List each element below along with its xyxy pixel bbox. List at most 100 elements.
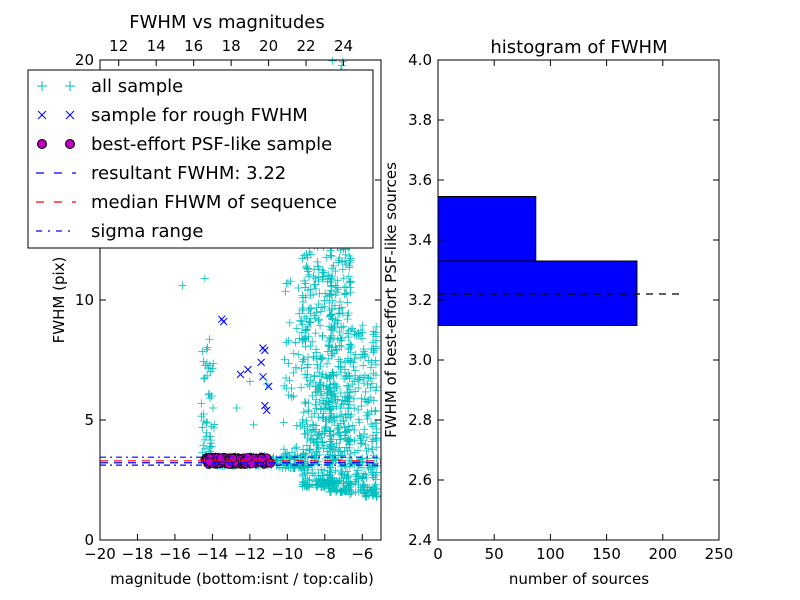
- scatter-point: [296, 463, 305, 472]
- scatter-point: [327, 311, 336, 320]
- scatter-point: [320, 296, 329, 305]
- scatter-point: [324, 270, 333, 279]
- scatter-point: [301, 283, 310, 292]
- legend-label: resultant FWHM: 3.22: [91, 163, 286, 184]
- scatter-point: [319, 482, 328, 491]
- scatter-point: [360, 481, 369, 490]
- scatter-point: [308, 337, 317, 346]
- y-tick-label: 2.4: [408, 531, 432, 549]
- scatter-point: [372, 454, 381, 463]
- scatter-point: [281, 287, 290, 296]
- scatter-point: [325, 467, 334, 476]
- scatter-point: [326, 437, 335, 446]
- scatter-point: [317, 372, 326, 381]
- scatter-point: [342, 443, 351, 452]
- scatter-point: [296, 316, 305, 325]
- legend-label: all sample: [91, 76, 183, 97]
- legend-label: sample for rough FWHM: [91, 105, 308, 126]
- scatter-point: [301, 326, 310, 335]
- scatter-point: [306, 291, 315, 300]
- scatter-point: [342, 289, 351, 298]
- scatter-point: [328, 264, 337, 273]
- scatter-point: [325, 382, 334, 391]
- scatter-point: [347, 325, 356, 334]
- scatter-point: [333, 319, 342, 328]
- scatter-point: [199, 410, 208, 419]
- scatter-point: [340, 423, 349, 432]
- scatter-point: [285, 318, 294, 327]
- scatter-point: [308, 435, 317, 444]
- scatter-point: [310, 471, 319, 480]
- scatter-point: [330, 349, 339, 358]
- scatter-point: [344, 410, 353, 419]
- psf-sample-point: [204, 457, 215, 467]
- scatter-point: [366, 383, 375, 392]
- rough-sample-point: [264, 382, 273, 391]
- scatter-point: [347, 342, 356, 351]
- scatter-point: [332, 412, 341, 421]
- scatter-point: [364, 444, 373, 453]
- scatter-point: [345, 372, 354, 381]
- scatter-point: [336, 363, 345, 372]
- scatter-point: [327, 435, 336, 444]
- scatter-point: [302, 325, 311, 334]
- scatter-point: [331, 466, 340, 475]
- scatter-point: [339, 416, 348, 425]
- rough-sample-point-b: [259, 372, 267, 381]
- rough-sample-point: [260, 401, 269, 410]
- scatter-point: [336, 447, 345, 456]
- scatter-point: [344, 435, 353, 444]
- scatter-point: [331, 342, 340, 351]
- scatter-point: [330, 451, 339, 460]
- scatter-point: [328, 305, 337, 314]
- scatter-point: [340, 358, 349, 367]
- scatter-point: [313, 257, 322, 266]
- scatter-point: [338, 265, 347, 274]
- scatter-point: [351, 470, 360, 479]
- scatter-point: [209, 403, 218, 412]
- y-tick-label: 4.0: [408, 51, 432, 69]
- histogram-y-axis-label: FWHM of best-effort PSF-like sources: [382, 162, 400, 438]
- y-tick-label: 3.8: [408, 111, 432, 129]
- scatter-point: [284, 391, 293, 400]
- histogram-bar: [437, 196, 537, 262]
- scatter-point: [340, 471, 349, 480]
- scatter-point: [331, 291, 340, 300]
- scatter-point: [232, 404, 241, 412]
- scatter-point: [337, 323, 346, 332]
- histogram-x-axis-label: number of sources: [509, 570, 649, 588]
- scatter-point: [343, 381, 352, 390]
- x-tick-label: 100: [536, 545, 565, 563]
- x-tick-label: −8: [314, 545, 336, 563]
- scatter-point: [284, 359, 293, 368]
- scatter-point: [333, 287, 342, 296]
- scatter-point: [332, 384, 341, 393]
- rough-sample-point-b: [244, 365, 252, 374]
- legend-marker-x: [37, 110, 75, 120]
- scatter-point: [300, 397, 309, 406]
- scatter-point: [303, 428, 312, 437]
- psf-sample-point: [216, 453, 226, 463]
- scatter-point: [303, 322, 312, 331]
- scatter-point: [355, 418, 364, 427]
- scatter-point: [350, 404, 359, 413]
- scatter-point: [280, 355, 289, 364]
- scatter-point: [314, 300, 323, 309]
- scatter-point: [325, 487, 334, 496]
- scatter-point: [299, 335, 308, 344]
- scatter-point: [315, 398, 324, 407]
- scatter-point: [318, 332, 327, 341]
- scatter-point: [337, 462, 346, 471]
- y-tick-label: 3.6: [408, 171, 432, 189]
- scatter-point: [296, 422, 305, 431]
- y-tick-label: 2.6: [408, 471, 432, 489]
- scatter-point: [311, 329, 320, 338]
- scatter-point: [199, 417, 208, 426]
- scatter-point: [332, 439, 341, 448]
- scatter-point: [324, 384, 333, 393]
- scatter-point: [318, 353, 327, 362]
- x-tick-label: −14: [197, 545, 229, 563]
- scatter-point: [354, 383, 363, 392]
- scatter-point: [316, 307, 325, 316]
- scatter-point: [289, 460, 298, 469]
